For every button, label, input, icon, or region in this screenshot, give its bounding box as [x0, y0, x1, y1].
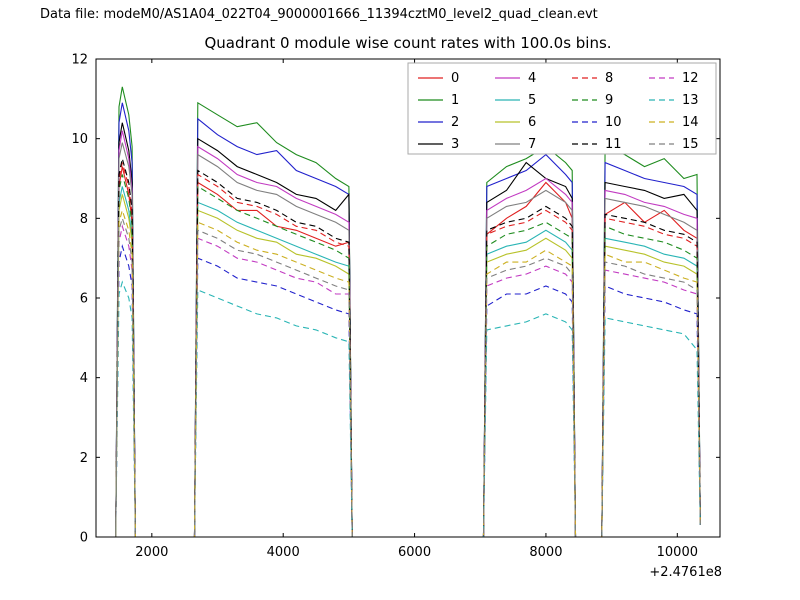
y-tick-label: 6 [80, 292, 88, 307]
chart-title: Quadrant 0 module wise count rates with … [204, 34, 611, 52]
series-line-6 [115, 194, 701, 538]
legend-label-6: 6 [528, 115, 536, 130]
series-line-7 [115, 142, 701, 538]
series-line-14 [115, 208, 701, 538]
legend-label-10: 10 [605, 115, 622, 130]
legend-label-0: 0 [451, 71, 459, 86]
legend-label-4: 4 [528, 71, 536, 86]
data-file-label: Data file: modeM0/AS1A04_022T04_90000016… [40, 7, 598, 22]
series-line-11 [115, 158, 701, 538]
series-line-3 [115, 122, 701, 538]
series-line-10 [115, 244, 701, 538]
legend-label-11: 11 [605, 137, 622, 152]
series-line-15 [115, 216, 701, 538]
legend-label-9: 9 [605, 93, 613, 108]
legend-label-1: 1 [451, 93, 459, 108]
series-line-0 [115, 166, 701, 538]
legend-label-15: 15 [682, 137, 699, 152]
y-tick-label: 4 [80, 371, 88, 386]
legend-label-3: 3 [451, 137, 459, 152]
legend-label-8: 8 [605, 71, 613, 86]
x-tick-label: 2000 [135, 545, 168, 560]
x-tick-label: 6000 [398, 545, 431, 560]
legend-label-13: 13 [682, 93, 699, 108]
y-tick-label: 10 [71, 132, 88, 147]
legend-label-14: 14 [682, 115, 699, 130]
series-line-8 [115, 162, 701, 538]
series-line-4 [115, 130, 701, 538]
legend-label-12: 12 [682, 71, 699, 86]
legend-label-5: 5 [528, 93, 536, 108]
series-line-9 [115, 174, 701, 538]
x-offset-label: +2.4761e8 [649, 565, 722, 580]
legend-label-7: 7 [528, 137, 536, 152]
plot-area: 2000 4000 6000 8000 100000246810120123456789… [71, 53, 721, 560]
x-tick-label: 10000 [657, 545, 698, 560]
y-tick-label: 2 [80, 451, 88, 466]
x-tick-label: 8000 [529, 545, 562, 560]
series-line-5 [115, 186, 701, 538]
y-tick-label: 12 [71, 53, 88, 68]
y-tick-label: 0 [80, 531, 88, 546]
y-tick-label: 8 [80, 212, 88, 227]
series-line-13 [115, 280, 701, 538]
legend-label-2: 2 [451, 115, 459, 130]
x-tick-label: 4000 [267, 545, 300, 560]
series-line-12 [115, 224, 701, 538]
